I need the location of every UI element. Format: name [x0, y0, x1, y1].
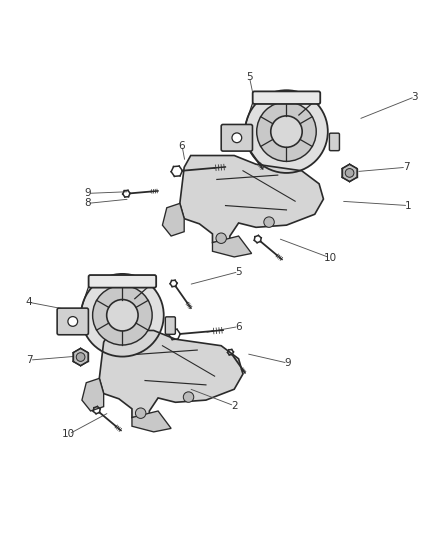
Text: 8: 8 — [84, 198, 91, 208]
FancyBboxPatch shape — [329, 133, 339, 151]
Polygon shape — [342, 164, 357, 182]
Circle shape — [76, 353, 85, 361]
Circle shape — [216, 233, 226, 244]
Circle shape — [257, 102, 316, 161]
FancyBboxPatch shape — [221, 125, 252, 151]
Polygon shape — [212, 236, 252, 257]
Circle shape — [345, 168, 354, 177]
Circle shape — [264, 217, 274, 228]
Polygon shape — [180, 156, 323, 243]
Text: 3: 3 — [412, 92, 418, 102]
FancyBboxPatch shape — [88, 275, 156, 288]
Polygon shape — [132, 411, 171, 432]
Polygon shape — [99, 330, 243, 417]
Text: 7: 7 — [26, 355, 33, 365]
Text: 10: 10 — [323, 253, 336, 263]
Polygon shape — [162, 204, 184, 236]
Text: 10: 10 — [62, 429, 75, 439]
Circle shape — [107, 300, 138, 331]
Circle shape — [271, 116, 302, 147]
Text: 6: 6 — [235, 321, 242, 332]
Text: 1: 1 — [405, 200, 412, 211]
Circle shape — [232, 133, 242, 143]
Text: 5: 5 — [235, 266, 242, 277]
Polygon shape — [73, 349, 88, 366]
Text: 7: 7 — [403, 162, 410, 172]
Circle shape — [81, 274, 164, 357]
Text: 6: 6 — [179, 141, 185, 150]
Circle shape — [245, 90, 328, 173]
FancyBboxPatch shape — [165, 317, 175, 334]
Text: 4: 4 — [25, 297, 32, 307]
Text: 5: 5 — [246, 72, 253, 82]
Text: 9: 9 — [284, 358, 291, 368]
FancyBboxPatch shape — [57, 308, 88, 335]
FancyBboxPatch shape — [253, 91, 320, 104]
Circle shape — [135, 408, 146, 418]
Circle shape — [184, 392, 194, 402]
Circle shape — [92, 286, 152, 345]
Polygon shape — [82, 378, 104, 411]
Text: 9: 9 — [84, 188, 91, 198]
Text: 2: 2 — [231, 401, 237, 411]
Circle shape — [68, 317, 78, 326]
